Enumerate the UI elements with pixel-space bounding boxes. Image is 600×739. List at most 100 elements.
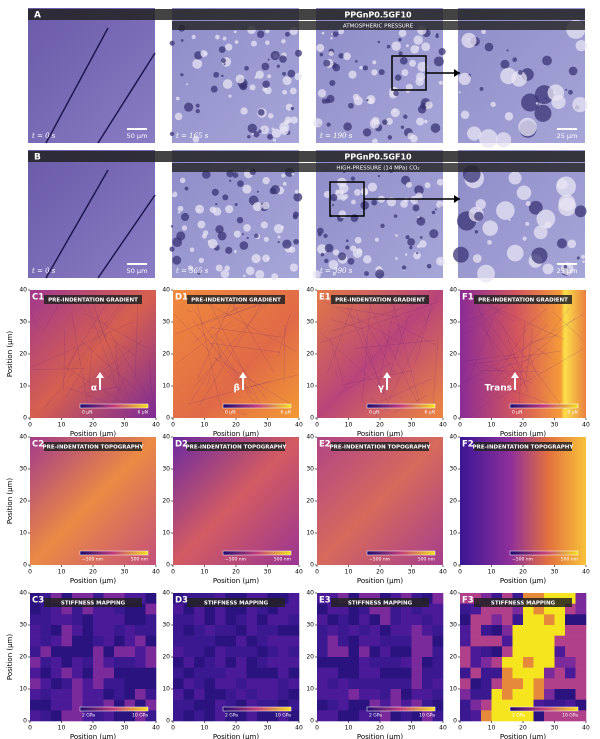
crystal xyxy=(458,91,461,94)
crystal xyxy=(385,117,393,125)
crystal xyxy=(197,220,206,229)
stiffness-cell xyxy=(93,646,104,658)
stiffness-cell xyxy=(565,678,576,690)
texture xyxy=(66,293,114,367)
x-axis-label: Position (μm) xyxy=(213,430,259,438)
panel-title: PPGnP0.5GF10 xyxy=(344,153,412,162)
crystal xyxy=(366,99,369,102)
stiffness-cell xyxy=(194,710,205,722)
y-tick-label: 30 xyxy=(449,622,457,629)
crystal xyxy=(568,89,573,95)
stiffness-cell xyxy=(51,603,62,615)
crystal xyxy=(382,119,388,125)
texture xyxy=(496,328,528,376)
stiffness-cell xyxy=(502,667,513,679)
stiffness-cell xyxy=(173,657,184,668)
crystal xyxy=(495,132,512,148)
stiffness-cell xyxy=(51,657,62,668)
stiffness-cell xyxy=(246,699,258,711)
stiffness-cell xyxy=(288,657,300,668)
texture xyxy=(464,313,486,322)
stiffness-cell xyxy=(369,625,381,636)
stiffness-cell xyxy=(124,657,136,668)
x-axis-label: Position (μm) xyxy=(357,430,403,438)
crystal xyxy=(235,74,245,84)
stiffness-cell xyxy=(359,625,370,636)
stiffness-cell xyxy=(544,625,555,636)
crystal xyxy=(354,236,362,244)
stiffness-cell xyxy=(565,646,576,658)
scale-label: 25 μm xyxy=(557,267,578,275)
stiffness-cell xyxy=(204,689,216,700)
stiffness-cell xyxy=(135,625,146,636)
x-tick-label: 40 xyxy=(439,725,447,732)
x-tick-label: 40 xyxy=(295,725,303,732)
stiffness-cell xyxy=(432,593,444,604)
crystal xyxy=(180,39,184,42)
stiffness-cell xyxy=(533,710,545,722)
stiffness-cell xyxy=(523,710,534,722)
stiffness-cell xyxy=(565,625,576,636)
y-tick-label: 0 xyxy=(453,718,457,725)
stiffness-cell xyxy=(215,689,226,700)
stiffness-cell xyxy=(460,710,471,722)
crystal xyxy=(191,34,196,40)
stiffness-cell xyxy=(470,667,482,679)
stiffness-cell xyxy=(225,646,237,658)
crystal xyxy=(267,113,274,119)
stiffness-cell xyxy=(481,699,492,711)
stiffness-cell xyxy=(422,614,433,626)
stiffness-cell xyxy=(173,593,184,604)
banner-text: PRE-INDENTATION GRADIENT xyxy=(335,298,425,304)
stiffness-cell xyxy=(411,689,423,700)
stiffness-cell xyxy=(359,603,370,615)
crystal xyxy=(414,185,424,195)
stiffness-cell xyxy=(422,646,433,658)
stiffness-cell xyxy=(236,635,247,647)
stiffness-cell xyxy=(51,625,62,636)
stiffness-cell xyxy=(135,646,146,658)
stiffness-cell xyxy=(93,678,104,690)
stiffness-cell xyxy=(470,710,482,722)
stiffness-cell xyxy=(93,710,104,722)
texture xyxy=(377,305,396,389)
stiffness-cell xyxy=(288,614,300,626)
stiffness-cell xyxy=(61,603,73,615)
stiffness-cell xyxy=(512,710,524,722)
stiffness-cell xyxy=(575,646,587,658)
crystal xyxy=(354,189,361,196)
texture xyxy=(190,354,220,402)
x-tick-label: 20 xyxy=(376,422,384,429)
crystal xyxy=(249,84,256,91)
crystal xyxy=(319,52,324,57)
stiffness-cell xyxy=(40,667,52,679)
stiffness-cell xyxy=(369,603,381,615)
crystal xyxy=(424,182,431,189)
y-tick-label: 0 xyxy=(453,562,457,569)
crystal xyxy=(294,49,303,57)
x-tick-label: 0 xyxy=(315,422,319,429)
stiffness-cell xyxy=(348,614,360,626)
crystal xyxy=(403,114,408,119)
crystal xyxy=(279,55,287,63)
stiffness-cell xyxy=(544,657,555,668)
crystal xyxy=(330,193,338,202)
colorbar-max: 6 μN xyxy=(424,410,435,416)
banner xyxy=(187,295,285,304)
crystal xyxy=(575,40,587,52)
crystal xyxy=(281,39,286,44)
stiffness-cell xyxy=(103,699,115,711)
crystal xyxy=(576,256,580,260)
stiffness-cell xyxy=(145,603,157,615)
crystal xyxy=(215,34,220,40)
stiffness-cell xyxy=(236,646,247,658)
crystal xyxy=(516,185,532,201)
stiffness-cell xyxy=(51,667,62,679)
crystal xyxy=(350,176,356,181)
texture xyxy=(80,340,137,390)
stiffness-cell xyxy=(194,635,205,647)
crystal xyxy=(256,190,259,193)
stiffness-cell xyxy=(369,667,381,679)
crystal xyxy=(534,104,552,122)
stiffness-cell xyxy=(523,699,534,711)
